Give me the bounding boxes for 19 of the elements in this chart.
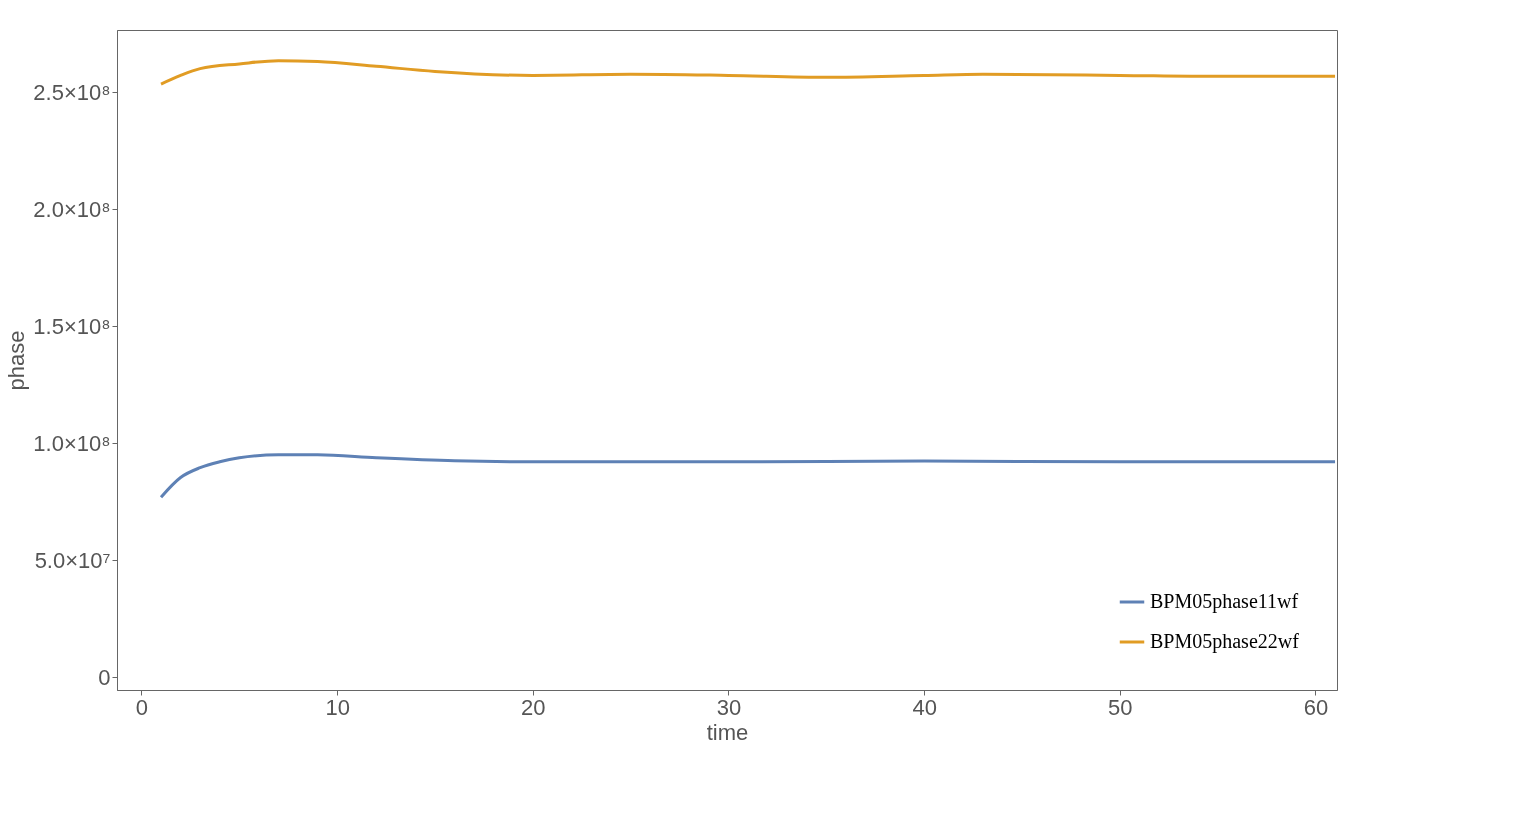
y-tick-label: 2.5×10⁸ — [33, 79, 111, 105]
x-tick-label: 50 — [1108, 694, 1133, 720]
y-tick-label: 1.5×10⁸ — [33, 313, 111, 339]
y-tick-label: 0 — [98, 664, 111, 690]
x-tick-label: 0 — [135, 694, 149, 720]
legend-label: BPM05phase11wf — [1150, 590, 1299, 613]
x-tick-label: 10 — [325, 694, 350, 720]
y-tick-label: 1.0×10⁸ — [33, 430, 111, 456]
y-axis-title: phase — [4, 330, 30, 391]
y-tick-label: 2.0×10⁸ — [33, 196, 111, 222]
x-tick-label: 20 — [521, 694, 546, 720]
line-series — [159, 59, 1337, 86]
line-series — [159, 453, 1337, 499]
x-tick-label: 30 — [716, 694, 742, 720]
x-axis-title: time — [706, 719, 749, 745]
legend-label: BPM05phase22wf — [1150, 630, 1300, 653]
y-tick-label: 5.0×10⁷ — [34, 547, 111, 573]
x-tick-label: 60 — [1303, 694, 1329, 720]
x-tick-label: 40 — [912, 694, 937, 720]
